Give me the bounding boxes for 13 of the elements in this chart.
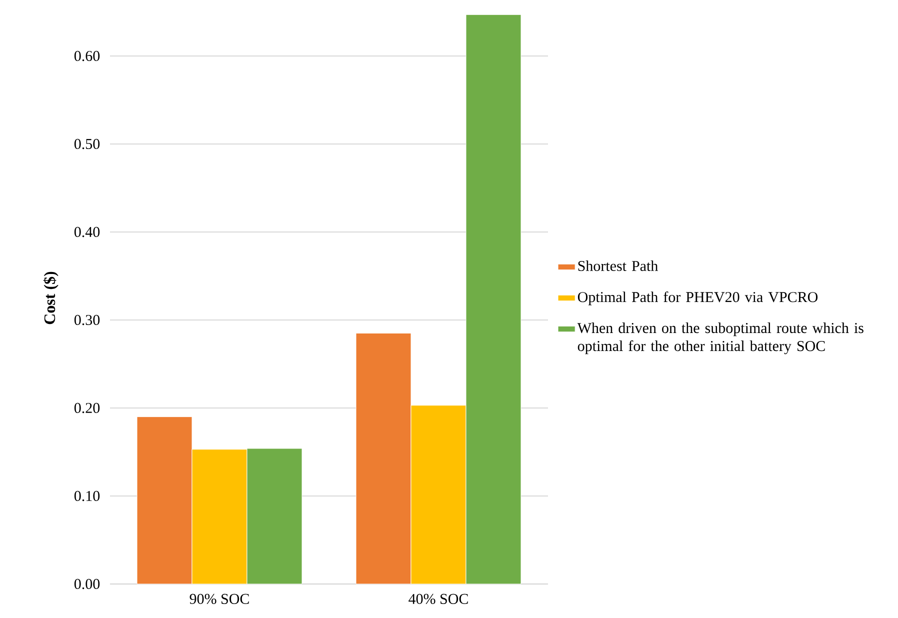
legend-label: Shortest Path xyxy=(578,260,658,272)
y-tick-label: 0.20 xyxy=(74,402,100,414)
y-tick-label: 0.10 xyxy=(74,490,100,502)
y-tick-label: 0.60 xyxy=(74,50,100,62)
x-tick-label: 40% SOC xyxy=(408,594,468,604)
legend-label: Optimal Path for PHEV20 via VPCRO xyxy=(578,291,818,306)
y-tick-label: 0.40 xyxy=(74,226,100,238)
legend-label: When driven on the suboptimal route which is optimal for the other initial battery SOC xyxy=(577,322,864,354)
y-tick-label: 0.50 xyxy=(74,138,100,150)
y-tick-label: 0.30 xyxy=(74,314,100,326)
x-tick-label: 90% SOC xyxy=(190,594,249,604)
y-axis-title: Cost ($) xyxy=(43,272,58,324)
y-tick-label: 0.00 xyxy=(74,578,100,590)
